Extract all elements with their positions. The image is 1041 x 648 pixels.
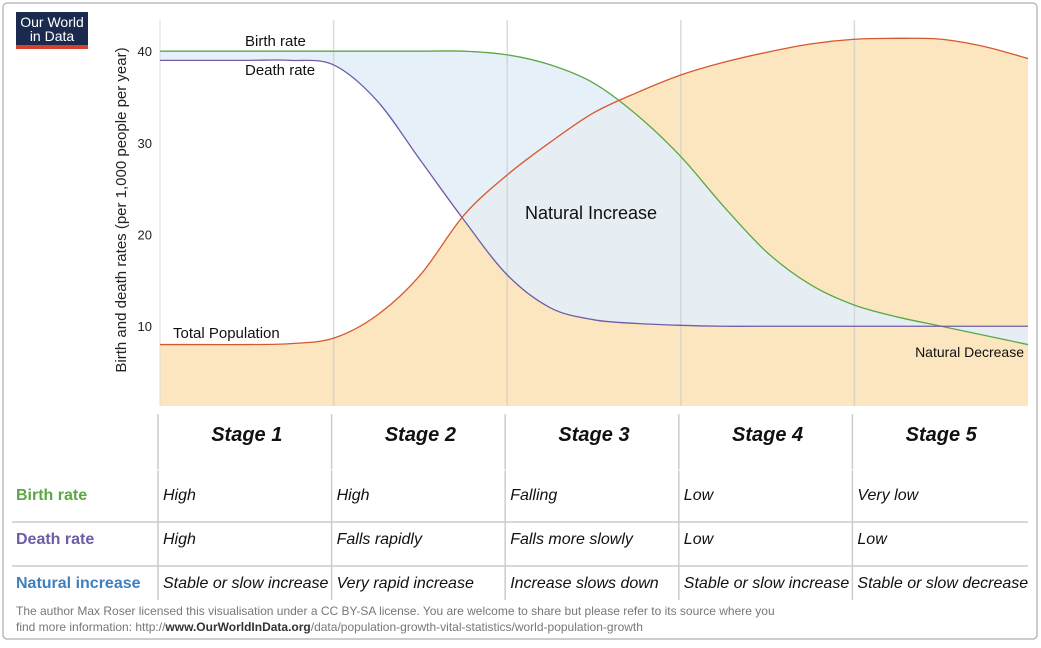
stage-header: Stage 1: [211, 424, 282, 446]
series-label: Total Population: [173, 325, 280, 342]
table-cell: Stable or slow increase: [163, 575, 329, 592]
logo-box: [16, 12, 88, 48]
footer: find more information: http://: [16, 620, 166, 634]
table-cell: Low: [684, 531, 715, 548]
annotation: Natural Increase: [525, 203, 657, 223]
footer-link[interactable]: www.OurWorldInData.org: [164, 620, 310, 634]
table-cell: Stable or slow decrease: [857, 575, 1028, 592]
y-tick-label: 30: [138, 136, 152, 151]
series-label: Birth rate: [245, 33, 306, 50]
logo-text: in Data: [30, 28, 75, 44]
row-label: Death rate: [16, 531, 94, 548]
table-cell: Low: [684, 487, 715, 504]
stage-header: Stage 5: [906, 424, 978, 446]
stage-header: Stage 4: [732, 424, 803, 446]
logo-text: Our World: [20, 14, 84, 30]
table-cell: Falls more slowly: [510, 531, 634, 548]
table-cell: Very rapid increase: [337, 575, 474, 592]
footer: The author Max Roser licensed this visua…: [16, 604, 775, 618]
series-line: [160, 59, 1028, 327]
y-tick-label: 40: [138, 44, 152, 59]
row-label: Birth rate: [16, 487, 87, 504]
y-axis-title: Birth and death rates (per 1,000 people …: [113, 47, 130, 372]
table: Stage 1 Stage 2 Stage 3 Stage 4 Stage 5 Birth…: [12, 414, 1028, 600]
footer: find more information: http://www.OurWor…: [16, 620, 643, 634]
table-cell: High: [163, 531, 196, 548]
table-cell: High: [337, 487, 370, 504]
series-line: [159, 50, 1029, 346]
series-line: [160, 37, 1029, 346]
footer: /data/population-growth-vital-statistics…: [311, 620, 643, 634]
stage-header: Stage 3: [558, 424, 629, 446]
row-label: Natural increase: [16, 575, 141, 592]
y-tick-label: 10: [138, 319, 152, 334]
table-cell: Stable or slow increase: [684, 575, 850, 592]
plot: 10 20 30 40 Birth rate Death rate Total Popula…: [138, 20, 1029, 406]
annotation: Natural Decrease: [915, 344, 1024, 360]
series-label: Death rate: [245, 62, 315, 79]
y-tick-label: 20: [138, 228, 152, 243]
table-cell: Very low: [857, 487, 919, 504]
natural-increase-area: [160, 50, 1028, 345]
logo-bar: [16, 45, 88, 49]
table-cell: High: [163, 487, 196, 504]
table-cell: Increase slows down: [510, 575, 659, 592]
table-cell: Falling: [510, 487, 557, 504]
stage-header: Stage 2: [385, 424, 456, 446]
table-cell: Low: [857, 531, 888, 548]
table-cell: Falls rapidly: [337, 531, 423, 548]
